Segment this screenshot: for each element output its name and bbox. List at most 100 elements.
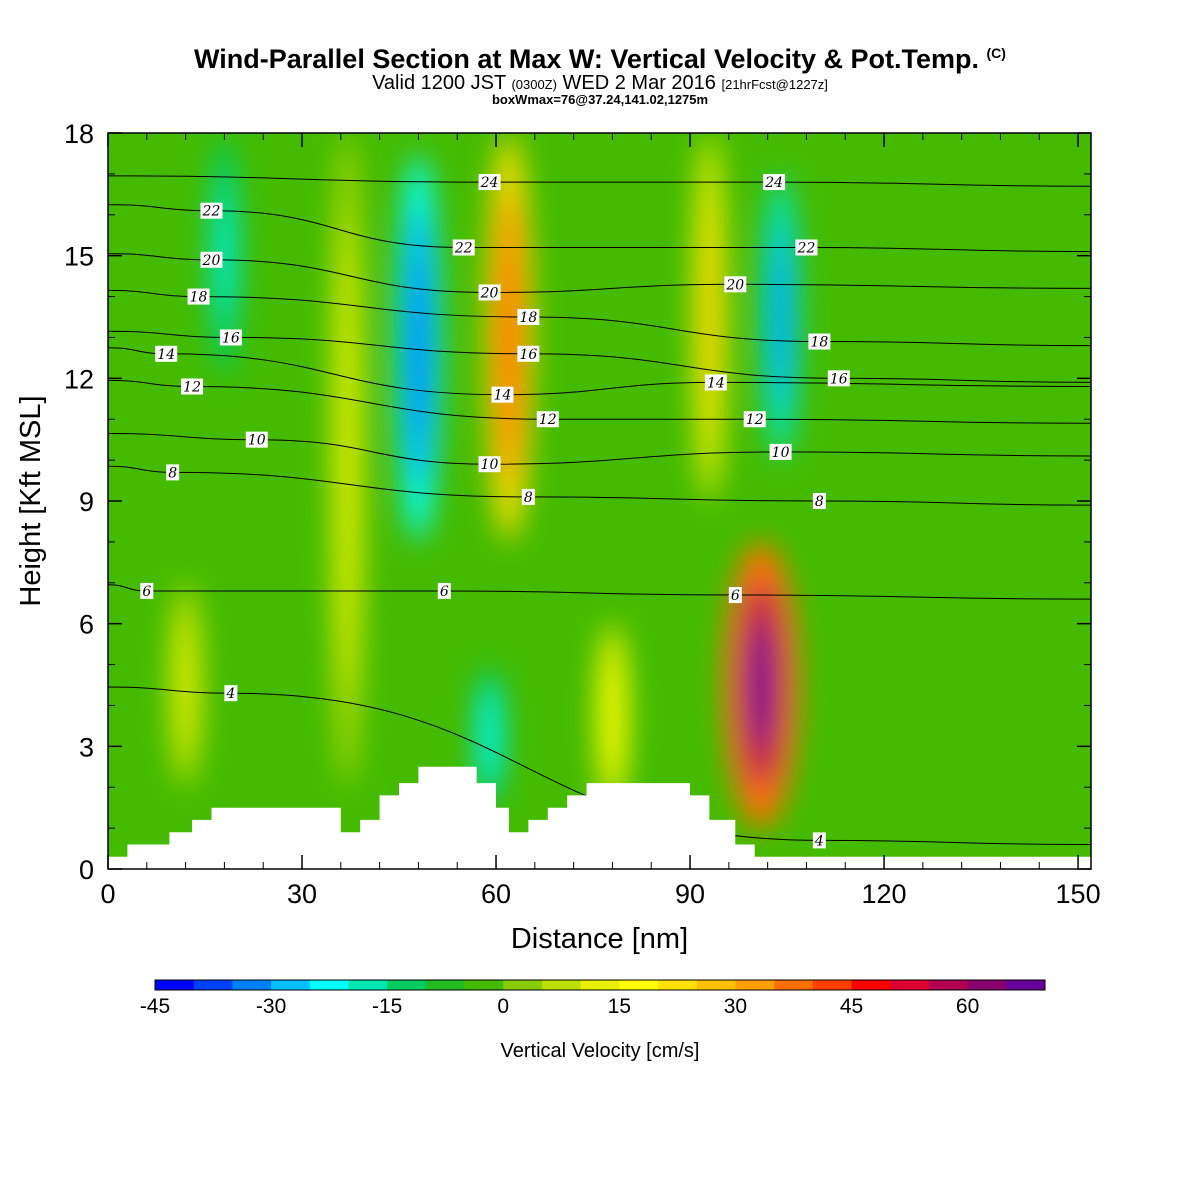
theta-label-box [521, 488, 535, 505]
theta-label-box [728, 587, 742, 604]
w-feature-6-core [750, 620, 772, 750]
theta-label-8: 18 [187, 288, 210, 306]
colorbar-swatch [503, 980, 543, 990]
colorbar-tick-label: 60 [956, 995, 979, 1018]
valid-time: Valid 1200 JST [372, 72, 506, 94]
theta-label-25: 8 [812, 493, 826, 510]
theta-label-box [219, 329, 242, 346]
theta-label-box [517, 345, 540, 362]
box-info: boxWmax=76@37.24,141.02,1275m [491, 92, 709, 107]
theta-label-text: 8 [524, 490, 533, 506]
theta-label-box [187, 288, 210, 305]
theta-label-text: 8 [168, 465, 177, 481]
x-tick-label: 150 [1056, 879, 1101, 909]
theta-label-22: 10 [769, 443, 792, 461]
colorbar-swatch [851, 980, 891, 990]
theta-label-box [517, 309, 540, 325]
theta-label-box [200, 251, 223, 268]
theta-label-box [200, 202, 223, 219]
colorbar-tick-label: -15 [372, 995, 402, 1018]
chart-title: Wind-Parallel Section at Max W: Vertical… [0, 44, 1200, 75]
theta-label-box [763, 174, 786, 191]
colorbar-swatch [580, 980, 620, 990]
x-tick-label: 120 [862, 879, 907, 909]
theta-label-30: 4 [812, 832, 826, 849]
colorbar-swatch [425, 980, 466, 990]
theta-label-0: 24 [478, 174, 501, 191]
w-feature-0-core [412, 260, 425, 436]
colorbar-frame [154, 979, 1046, 991]
theta-label-box [827, 370, 850, 387]
colorbar-swatch [967, 980, 1007, 990]
theta-label-text: 10 [248, 433, 266, 449]
colorbar-swatch [928, 980, 969, 990]
valid-utc: (0300Z) [511, 77, 557, 92]
theta-contour-6 [108, 584, 1091, 600]
theta-label-box [812, 832, 826, 849]
theta-label-box [478, 284, 501, 301]
theta-label-7: 20 [724, 276, 747, 293]
theta-label-1: 24 [763, 174, 786, 191]
colorbar-tick-label: 30 [724, 995, 747, 1018]
theta-label-text: 4 [814, 833, 824, 849]
theta-label-box [155, 345, 178, 362]
colorbar-swatch [232, 980, 272, 990]
x-axis-label: Distance [nm] [511, 923, 688, 955]
theta-label-box [437, 582, 451, 599]
theta-label-text: 22 [454, 240, 473, 256]
colorbar-swatch [155, 980, 195, 990]
chart-subtitle: Valid 1200 JST (0300Z) WED 2 Mar 2016 [2… [0, 72, 1200, 95]
colorbar-swatch [890, 980, 930, 990]
colorbar-tick-label: 0 [497, 995, 509, 1018]
theta-label-box [536, 411, 559, 428]
forecast-info: [21hrFcst@1227z] [721, 77, 828, 92]
y-axis-label: Height [Kft MSL] [15, 395, 47, 606]
theta-label-11: 16 [219, 329, 242, 346]
theta-label-box [769, 443, 792, 460]
theta-label-14: 14 [155, 345, 178, 363]
x-tick-label: 30 [287, 879, 317, 909]
theta-label-6: 20 [478, 284, 501, 301]
vertical-velocity-field [169, 133, 800, 829]
colorbar-swatch [348, 980, 388, 990]
theta-label-box [181, 378, 204, 395]
theta-label-box [808, 333, 831, 350]
y-tick-label: 3 [79, 732, 94, 762]
theta-label-text: 22 [202, 204, 221, 220]
colorbar-tick-label: -30 [256, 995, 286, 1018]
x-tick-label: 0 [100, 879, 115, 909]
theta-label-box [704, 374, 727, 391]
colorbar-swatch [271, 980, 311, 990]
y-tick-label: 9 [79, 487, 94, 517]
theta-label-text: 12 [539, 412, 557, 428]
theta-label-text: 14 [707, 375, 725, 391]
theta-contour-24 [108, 175, 1091, 187]
colorbar-swatch [387, 980, 427, 990]
theta-label-18: 12 [536, 411, 559, 428]
theta-label-9: 18 [517, 309, 540, 326]
theta-label-29: 4 [224, 685, 238, 702]
w-feature-3-core [502, 245, 516, 430]
theta-label-text: 10 [772, 445, 790, 461]
chart-title-text: Wind-Parallel Section at Max W: Vertical… [194, 44, 979, 74]
theta-label-text: 12 [746, 412, 764, 428]
colorbar-swatch [774, 980, 814, 990]
theta-label-text: 24 [764, 175, 783, 191]
theta-label-text: 14 [494, 388, 512, 404]
theta-label-text: 6 [440, 584, 449, 600]
theta-label-text: 8 [815, 494, 824, 510]
theta-label-21: 10 [478, 456, 501, 473]
theta-label-text: 20 [725, 277, 744, 293]
copyright-mark: (C) [986, 45, 1006, 61]
w-feature-5-core [704, 234, 714, 400]
colorbar-tick-label: -45 [140, 995, 170, 1018]
theta-label-17: 12 [181, 378, 204, 396]
theta-label-text: 24 [480, 175, 499, 191]
colorbar-swatch [541, 980, 582, 990]
colorbar-swatch [619, 980, 659, 990]
theta-label-text: 16 [830, 371, 848, 387]
theta-label-text: 14 [157, 347, 175, 363]
theta-label-text: 18 [190, 290, 208, 306]
theta-label-text: 20 [202, 253, 221, 269]
